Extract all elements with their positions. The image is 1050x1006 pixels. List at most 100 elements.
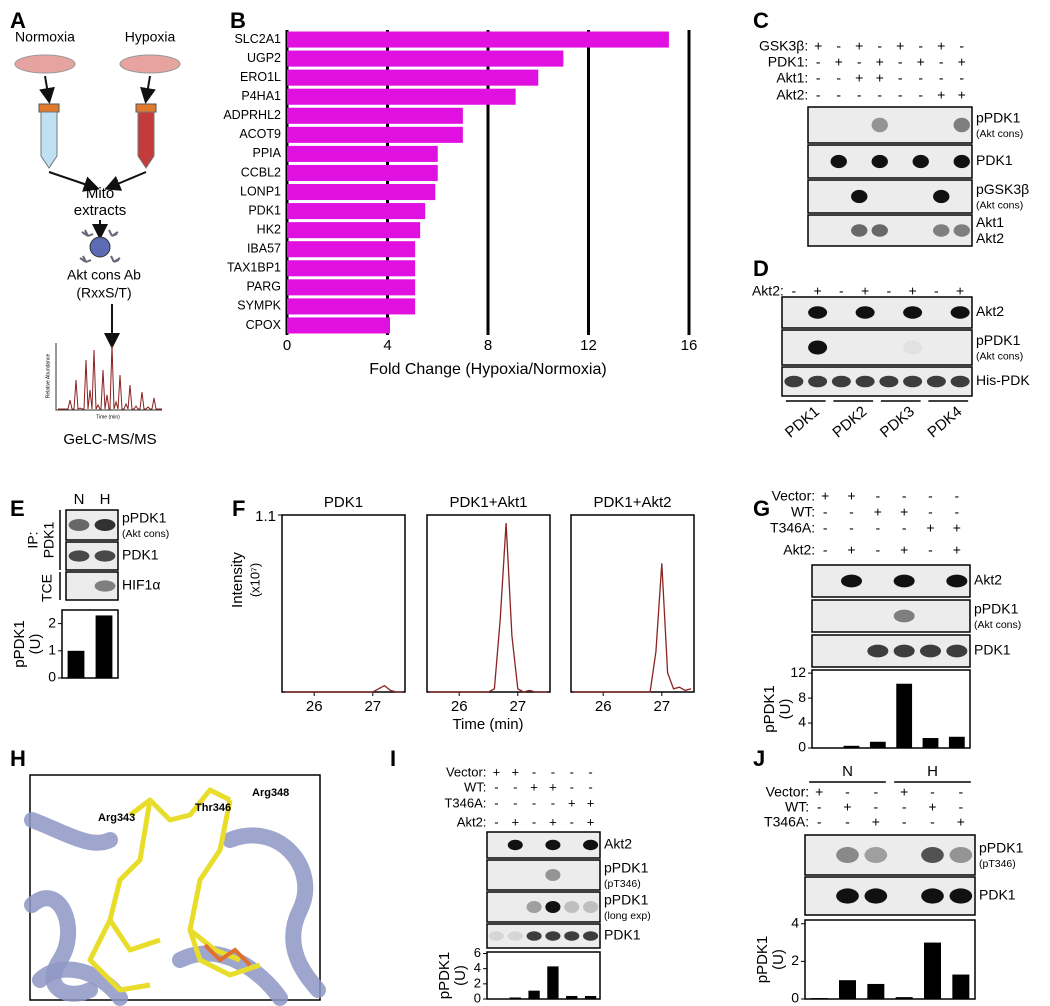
label: +: [587, 814, 595, 829]
blot-band: [949, 847, 973, 863]
label: (Akt cons): [976, 350, 1023, 362]
label: 26: [451, 698, 468, 715]
blot-band: [912, 154, 929, 169]
chromatogram-line: [573, 563, 692, 693]
label: -: [532, 764, 536, 779]
label: +: [958, 87, 966, 103]
label: pPDK1: [604, 860, 649, 876]
bar: [67, 650, 85, 678]
label: 27: [653, 698, 670, 715]
label: 1: [48, 642, 56, 658]
arrow: [104, 171, 147, 191]
label: (RxxS/T): [76, 285, 131, 301]
label: H: [10, 746, 26, 771]
blot-strip: [486, 831, 601, 859]
label: Relative Abundance: [45, 354, 51, 399]
label: +: [511, 764, 519, 779]
label: (Akt cons): [976, 128, 1023, 140]
blot-band: [808, 375, 828, 388]
blot-strip: [486, 923, 601, 949]
label: -: [839, 283, 844, 299]
label: +: [821, 488, 829, 504]
bar: [287, 279, 416, 296]
bar: [287, 184, 436, 201]
label: -: [836, 70, 841, 86]
blot-band: [68, 519, 90, 531]
blot-band: [933, 224, 950, 237]
label: 4: [383, 337, 391, 354]
label: pPDK1: [11, 620, 28, 668]
label: pGSK3β: [976, 181, 1029, 197]
label: -: [817, 814, 822, 830]
blot-band: [836, 888, 859, 904]
label: SLC2A1: [234, 32, 281, 46]
label: PDK1: [41, 522, 57, 559]
label: -: [849, 504, 854, 520]
blot-band: [926, 375, 946, 388]
peptide-stick: [87, 918, 151, 993]
arrow: [39, 75, 55, 104]
blot-band: [526, 931, 542, 941]
bar: [952, 974, 970, 999]
label: +: [900, 504, 908, 520]
bar: [843, 745, 860, 748]
peptide-stick: [187, 799, 241, 963]
bar: [287, 126, 463, 143]
label: +: [855, 70, 863, 86]
label: -: [570, 814, 574, 829]
label: -: [494, 779, 498, 794]
bar: [896, 683, 913, 748]
bar: [287, 69, 539, 86]
bar: [566, 995, 578, 999]
blot-band: [893, 609, 915, 623]
helix: [24, 812, 118, 851]
blot-band: [507, 931, 523, 941]
label: Mito: [86, 185, 114, 202]
blot-band: [950, 375, 970, 388]
bar: [948, 736, 965, 748]
label: Vector:: [766, 784, 810, 800]
label: -: [902, 488, 907, 504]
blot-band: [94, 580, 116, 592]
label: +: [937, 38, 945, 54]
label: +: [855, 38, 863, 54]
label: -: [816, 87, 821, 103]
label: PDK1+Akt1: [450, 494, 528, 511]
label: -: [902, 520, 907, 536]
label: -: [873, 784, 878, 800]
label: WT:: [464, 779, 486, 794]
label: J: [753, 746, 765, 771]
blot-band: [871, 154, 888, 169]
label: -: [494, 795, 498, 810]
label: +: [953, 520, 961, 536]
label: T346A:: [770, 520, 815, 536]
label: (U): [777, 699, 794, 720]
label: Vector:: [772, 488, 816, 504]
blot-band: [867, 644, 889, 658]
label: -: [845, 784, 850, 800]
arrow: [140, 75, 156, 104]
blot-band: [950, 306, 970, 319]
helix: [32, 961, 128, 1006]
label: -: [918, 87, 923, 103]
blot-band: [545, 931, 561, 941]
ligand: [203, 943, 252, 967]
bar: [528, 990, 540, 999]
label: 4: [791, 914, 799, 930]
blot-band: [830, 154, 847, 169]
label: -: [551, 764, 555, 779]
blot-band: [933, 189, 950, 204]
tube: [40, 111, 58, 169]
blot-band: [903, 340, 923, 355]
blot-band: [871, 224, 888, 237]
label: -: [532, 795, 536, 810]
label: -: [570, 764, 574, 779]
blot-band: [855, 375, 875, 388]
label: +: [909, 283, 917, 299]
label: PDK1: [979, 887, 1016, 903]
label: +: [937, 87, 945, 103]
antibody: [81, 229, 94, 237]
label: +: [900, 542, 908, 558]
label: +: [587, 795, 595, 810]
label: -: [928, 542, 933, 558]
